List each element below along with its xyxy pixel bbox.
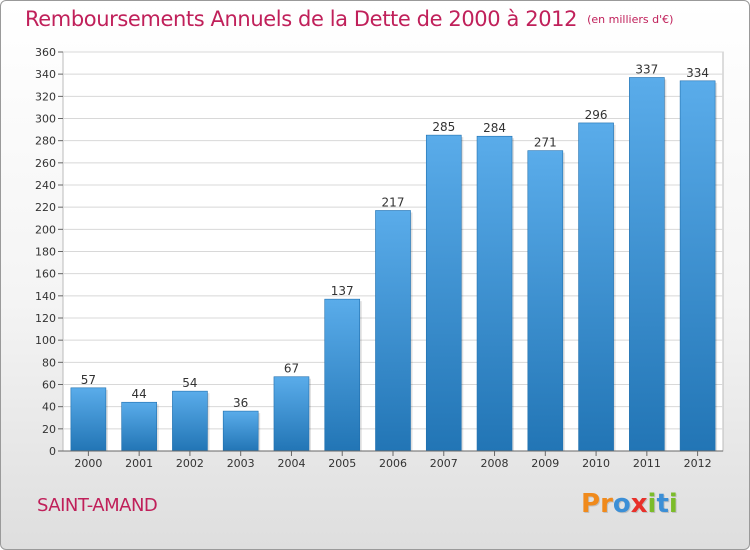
brand-letter: i [668, 489, 678, 519]
x-tick-label-2002: 2002 [176, 457, 204, 470]
x-tick-label-2008: 2008 [481, 457, 509, 470]
data-label-2002: 54 [182, 376, 197, 390]
brand-letter: x [630, 489, 648, 519]
y-tick-label: 140 [35, 290, 56, 303]
x-tick-label-2001: 2001 [125, 457, 153, 470]
data-label-2007: 285 [432, 120, 455, 134]
data-label-2001: 44 [132, 387, 147, 401]
data-labels: 57 44 54 36 67 137 217 285 284 271 296 337 334 [81, 62, 709, 410]
x-tick-label-2009: 2009 [531, 457, 559, 470]
y-tick-label: 360 [35, 46, 56, 59]
y-tick-label: 80 [42, 356, 56, 369]
bar-2012 [679, 80, 716, 452]
y-tick-label: 20 [42, 423, 56, 436]
y-tick-label: 260 [35, 157, 56, 170]
bar-2008 [476, 135, 513, 452]
brand-logo: Proxiti [581, 489, 678, 519]
data-label-2011: 337 [635, 62, 658, 76]
bar-chart: 0 20 40 60 80 100 120 140 160 180 200 220 240 260 280 3… [35, 46, 724, 470]
y-tick-label: 200 [35, 223, 56, 236]
bar-2011 [629, 77, 665, 452]
x-tick-label-2010: 2010 [582, 457, 610, 470]
y-tick-label: 300 [35, 113, 56, 126]
bar-2005 [324, 298, 361, 452]
y-tick-label: 120 [35, 312, 56, 325]
y-tick-label: 240 [35, 179, 56, 192]
y-axis: 0 20 40 60 80 100 120 140 160 180 200 220 240 260 280 3… [35, 46, 63, 458]
chart-title-text: Remboursements Annuels de la Dette de 20… [25, 7, 578, 31]
data-label-2003: 36 [233, 396, 248, 410]
chart-unit: (en milliers d'€) [587, 13, 674, 26]
bar-2002 [172, 390, 208, 452]
data-label-2000: 57 [81, 373, 96, 387]
x-tick-label-2011: 2011 [633, 457, 661, 470]
data-label-2004: 67 [284, 362, 299, 376]
y-tick-label: 40 [42, 401, 56, 414]
y-tick-label: 280 [35, 135, 56, 148]
brand-letter: P [581, 489, 601, 519]
y-tick-label: 0 [49, 445, 56, 458]
x-tick-label-2000: 2000 [74, 457, 102, 470]
data-label-2010: 296 [585, 108, 608, 122]
brand-letter: t [656, 489, 669, 519]
bar-2006 [375, 210, 411, 452]
commune-name: SAINT-AMAND [37, 495, 158, 516]
y-tick-label: 320 [35, 90, 56, 103]
bar-2010 [578, 122, 614, 452]
y-tick-label: 340 [35, 68, 56, 81]
bars [70, 77, 718, 452]
y-tick-label: 220 [35, 201, 56, 214]
brand-letter: o [612, 489, 631, 519]
x-tick-label-2003: 2003 [227, 457, 255, 470]
x-tick-label-2006: 2006 [379, 457, 407, 470]
x-tick-label-2005: 2005 [328, 457, 356, 470]
x-axis: 2000 2001 2002 2003 2004 2005 2006 2007 2008 2009… [63, 450, 723, 470]
bar-2000 [70, 387, 107, 452]
data-label-2009: 271 [534, 136, 557, 150]
bar-2009 [527, 150, 564, 452]
y-tick-label: 160 [35, 268, 56, 281]
data-label-2008: 284 [483, 121, 506, 135]
bar-2003 [222, 410, 259, 452]
data-label-2005: 137 [331, 284, 354, 298]
x-tick-label-2012: 2012 [684, 457, 712, 470]
brand-letter: i [647, 489, 657, 519]
bar-2004 [273, 376, 310, 452]
brand-letter: r [600, 489, 613, 519]
data-label-2006: 217 [382, 195, 405, 209]
chart-title: Remboursements Annuels de la Dette de 20… [25, 7, 673, 31]
y-tick-label: 180 [35, 246, 56, 259]
bar-2007 [425, 134, 462, 452]
bar-2001 [121, 401, 157, 452]
y-tick-label: 60 [42, 379, 56, 392]
y-tick-label: 100 [35, 334, 56, 347]
data-label-2012: 334 [686, 66, 709, 80]
x-tick-label-2004: 2004 [277, 457, 305, 470]
x-tick-label-2007: 2007 [430, 457, 458, 470]
